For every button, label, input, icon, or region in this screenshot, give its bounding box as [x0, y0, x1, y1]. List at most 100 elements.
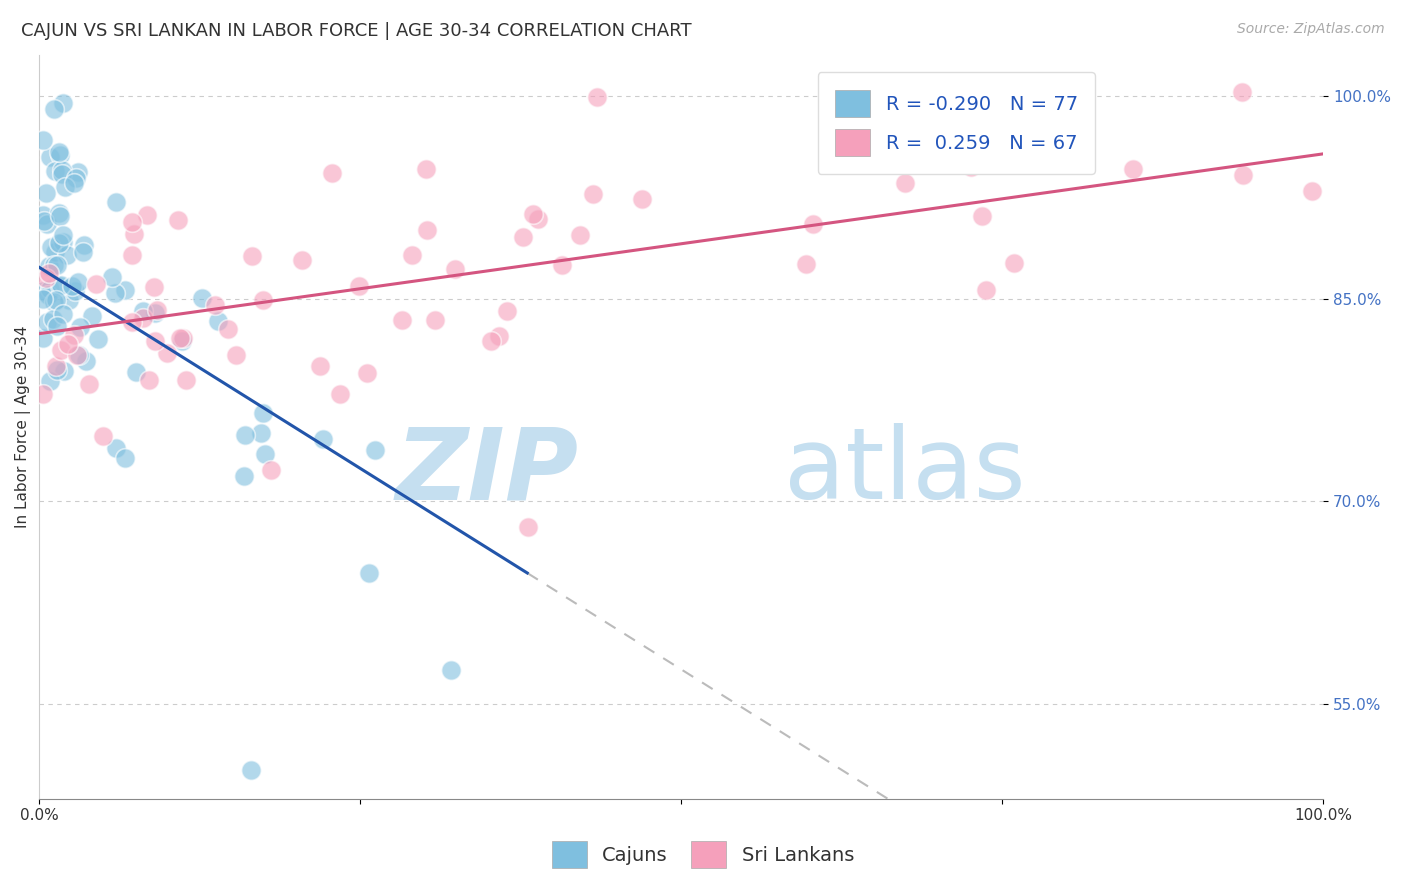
Point — [52, 96, 75, 111]
Point — [77, 377, 100, 392]
Point — [233, 468, 256, 483]
Point — [38, 374, 60, 388]
Text: ZIP: ZIP — [395, 423, 579, 520]
Point — [309, 359, 332, 373]
Point — [69, 320, 91, 334]
Point — [121, 214, 143, 228]
Point — [356, 366, 378, 380]
Point — [48, 278, 70, 293]
Point — [176, 373, 198, 387]
Point — [321, 166, 343, 180]
Point — [63, 284, 86, 298]
Point — [66, 348, 89, 362]
Point — [48, 206, 70, 220]
Point — [225, 348, 247, 362]
Legend: Cajuns, Sri Lankans: Cajuns, Sri Lankans — [543, 830, 863, 878]
Point — [132, 304, 155, 318]
Point — [32, 213, 55, 227]
Point — [329, 386, 352, 401]
Point — [42, 295, 65, 310]
Point — [32, 284, 55, 298]
Point — [972, 209, 994, 223]
Point — [233, 428, 256, 442]
Point — [172, 334, 194, 349]
Point — [84, 277, 107, 292]
Point — [49, 278, 72, 293]
Point — [291, 252, 314, 267]
Point — [136, 208, 159, 222]
Point — [52, 235, 75, 249]
Point — [960, 160, 983, 174]
Point — [894, 177, 917, 191]
Point — [569, 227, 592, 242]
Point — [48, 145, 70, 159]
Point — [488, 329, 510, 343]
Point — [252, 293, 274, 307]
Point — [60, 279, 83, 293]
Point — [48, 236, 70, 251]
Point — [67, 348, 90, 362]
Point — [217, 322, 239, 336]
Point — [65, 171, 87, 186]
Point — [32, 208, 55, 222]
Point — [53, 180, 76, 194]
Point — [250, 426, 273, 441]
Point — [41, 240, 63, 254]
Point — [121, 248, 143, 262]
Point — [240, 249, 263, 263]
Point — [517, 520, 540, 534]
Legend: R = -0.290   N = 77, R =  0.259   N = 67: R = -0.290 N = 77, R = 0.259 N = 67 — [818, 72, 1095, 174]
Point — [191, 291, 214, 305]
Point — [32, 133, 55, 147]
Point — [53, 364, 76, 378]
Point — [207, 314, 229, 328]
Point — [32, 386, 55, 401]
Point — [39, 282, 62, 296]
Point — [631, 193, 654, 207]
Point — [44, 258, 66, 272]
Point — [35, 186, 58, 200]
Text: CAJUN VS SRI LANKAN IN LABOR FORCE | AGE 30-34 CORRELATION CHART: CAJUN VS SRI LANKAN IN LABOR FORCE | AGE… — [21, 22, 692, 40]
Point — [72, 245, 94, 260]
Point — [55, 248, 77, 262]
Point — [66, 275, 89, 289]
Point — [974, 283, 997, 297]
Point — [146, 303, 169, 318]
Point — [582, 186, 605, 201]
Point — [440, 664, 463, 678]
Point — [522, 207, 544, 221]
Point — [401, 248, 423, 262]
Point — [75, 354, 97, 368]
Point — [58, 293, 80, 308]
Point — [124, 365, 146, 379]
Point — [51, 168, 73, 182]
Text: Source: ZipAtlas.com: Source: ZipAtlas.com — [1237, 22, 1385, 37]
Point — [105, 441, 128, 455]
Point — [38, 266, 60, 280]
Point — [42, 311, 65, 326]
Point — [204, 298, 226, 312]
Point — [32, 292, 55, 306]
Point — [49, 209, 72, 223]
Point — [37, 288, 59, 302]
Point — [1301, 184, 1323, 198]
Point — [260, 463, 283, 477]
Point — [156, 345, 179, 359]
Point — [1230, 86, 1253, 100]
Point — [46, 258, 69, 272]
Point — [253, 447, 276, 461]
Point — [512, 230, 534, 244]
Point — [1122, 161, 1144, 176]
Point — [425, 313, 447, 327]
Point — [35, 315, 58, 329]
Point — [38, 150, 60, 164]
Point — [105, 194, 128, 209]
Point — [66, 165, 89, 179]
Point — [101, 269, 124, 284]
Point — [252, 406, 274, 420]
Point — [51, 163, 73, 178]
Point — [104, 285, 127, 300]
Point — [44, 245, 66, 260]
Point — [801, 218, 824, 232]
Point — [240, 764, 263, 778]
